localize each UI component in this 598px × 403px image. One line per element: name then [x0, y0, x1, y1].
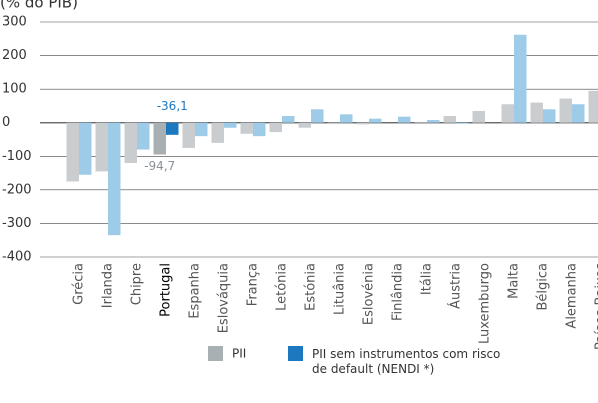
bar — [530, 102, 543, 123]
y-tick-label: 0 — [2, 115, 10, 130]
x-tick-label: França — [246, 263, 261, 306]
bar — [137, 122, 150, 150]
bar — [356, 122, 369, 125]
bar — [224, 122, 237, 128]
x-tick-label: Letónia — [275, 263, 290, 311]
bar — [559, 98, 572, 123]
y-tick-label: 100 — [2, 82, 27, 97]
x-tick-label: Irlanda — [101, 263, 116, 308]
bar — [195, 122, 208, 137]
bar — [282, 116, 295, 123]
bar — [66, 122, 79, 182]
x-tick-label: Malta — [507, 263, 522, 299]
y-tick-label: -300 — [2, 216, 32, 231]
y-tick-label: 200 — [2, 48, 27, 63]
bar — [472, 110, 485, 123]
bar — [253, 122, 266, 137]
bar — [501, 104, 514, 123]
legend-label: PII — [232, 347, 246, 361]
bar — [95, 122, 108, 172]
bar — [369, 118, 382, 123]
bar — [327, 122, 340, 125]
legend-swatch — [288, 346, 303, 361]
bar — [108, 122, 121, 236]
x-tick-label: Áustria — [448, 263, 464, 309]
x-tick-label: Portugal — [159, 263, 174, 317]
bar — [514, 34, 527, 123]
bar — [211, 122, 224, 143]
chart-title: (% do PIB) — [0, 0, 78, 12]
x-tick-label: Bélgica — [536, 263, 551, 311]
x-tick-label: Finlândia — [391, 263, 406, 321]
legend-label: PII sem instrumentos com risco de default… — [312, 347, 500, 376]
bar — [414, 122, 427, 123]
bar — [166, 122, 179, 135]
bar — [269, 122, 282, 133]
bar — [443, 116, 456, 123]
bar — [340, 114, 353, 123]
bar — [124, 122, 137, 163]
x-tick-label: Alemanha — [565, 263, 580, 329]
bar — [240, 122, 253, 134]
bar — [298, 122, 311, 128]
bar — [588, 90, 598, 123]
x-tick-label: Eslovénia — [362, 263, 377, 325]
bar — [311, 109, 324, 123]
y-tick-label: 300 — [2, 15, 27, 30]
bar — [572, 104, 585, 123]
bar — [543, 109, 556, 123]
bar — [79, 122, 92, 175]
x-tick-label: Luxemburgo — [478, 263, 493, 344]
y-tick-label: -200 — [2, 182, 32, 197]
bar — [427, 120, 440, 123]
y-tick-label: -100 — [2, 149, 32, 164]
x-tick-label: Grécia — [72, 263, 87, 305]
x-tick-label: Itália — [420, 263, 435, 295]
x-tick-label: Eslováquia — [217, 263, 232, 333]
data-label: -94,7 — [144, 159, 175, 173]
bar — [398, 116, 411, 123]
bar — [456, 122, 469, 124]
legend-swatch — [208, 346, 223, 361]
x-tick-label: Espanha — [188, 263, 203, 319]
x-tick-label: Estónia — [304, 263, 319, 311]
x-tick-label: Lituânia — [333, 263, 348, 315]
x-tick-label: Países Baixos — [594, 263, 598, 350]
y-tick-label: -400 — [2, 250, 32, 265]
bar — [153, 122, 166, 155]
x-tick-label: Chipre — [130, 263, 145, 305]
bar — [182, 122, 195, 148]
data-label: -36,1 — [157, 99, 188, 113]
